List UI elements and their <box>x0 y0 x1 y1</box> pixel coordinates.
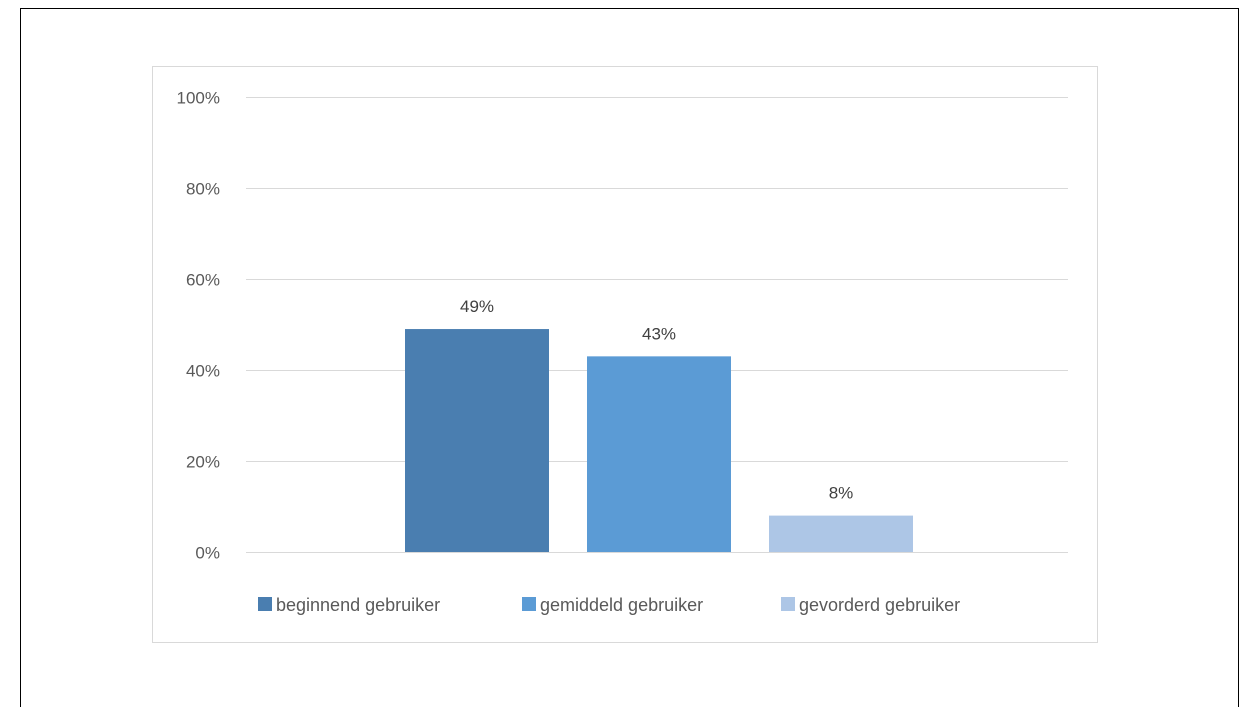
data-label: 43% <box>642 324 676 343</box>
y-tick-label: 20% <box>186 453 220 472</box>
legend-swatch <box>522 597 536 611</box>
y-tick-label: 40% <box>186 362 220 381</box>
legend-label: gemiddeld gebruiker <box>540 595 703 615</box>
legend-label: beginnend gebruiker <box>276 595 440 615</box>
legend-swatch <box>781 597 795 611</box>
legend-swatch <box>258 597 272 611</box>
y-tick-label: 80% <box>186 180 220 199</box>
bar <box>405 329 549 552</box>
data-label: 49% <box>460 297 494 316</box>
bar <box>769 516 913 552</box>
legend-label: gevorderd gebruiker <box>799 595 960 615</box>
y-tick-label: 0% <box>195 544 220 563</box>
y-tick-label: 100% <box>177 89 220 108</box>
y-tick-label: 60% <box>186 271 220 290</box>
bar <box>587 356 731 552</box>
data-label: 8% <box>829 484 854 503</box>
